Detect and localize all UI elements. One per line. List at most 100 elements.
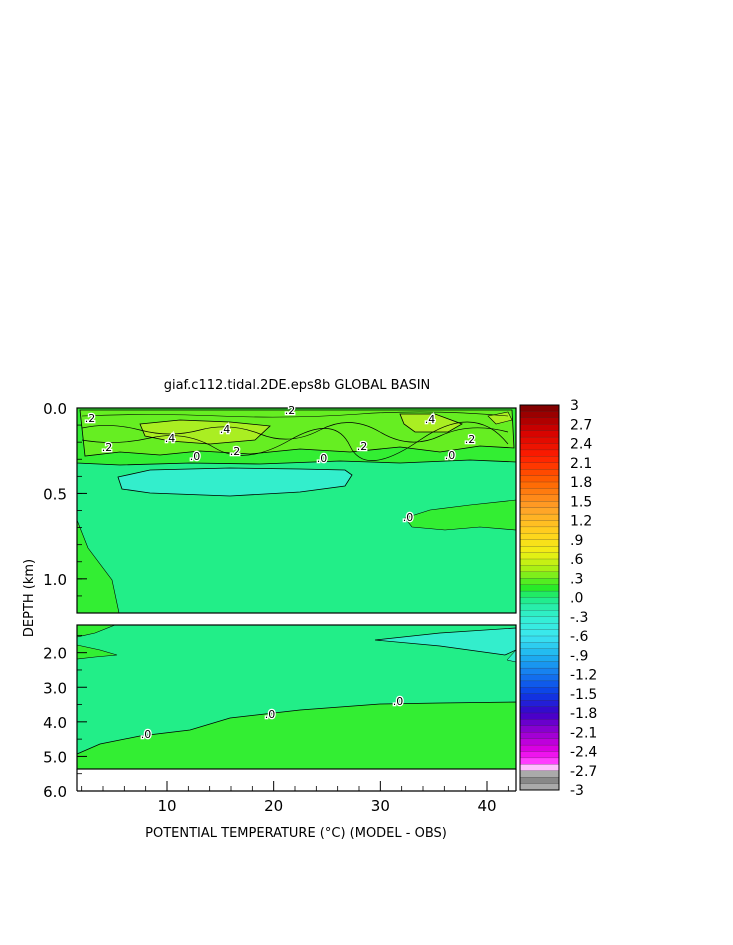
colorbar-swatch bbox=[519, 424, 560, 432]
colorbar-tick-label: .0 bbox=[570, 591, 583, 607]
colorbar-swatch bbox=[519, 693, 560, 701]
surface-patch-4a bbox=[139, 419, 271, 445]
contour-label: .2 bbox=[85, 412, 96, 425]
colorbar: 3 2.7 2.4 2.1 1.8 1.5 1.2 .9 .6 .3 .0 -.3 -.6 -.9 -1.2… bbox=[519, 398, 597, 799]
x-tick-label: 40 bbox=[477, 797, 496, 815]
colorbar-swatch bbox=[519, 700, 560, 708]
negative-lens bbox=[117, 467, 353, 497]
colorbar-swatch bbox=[519, 706, 560, 714]
colorbar-tick-label: 1.8 bbox=[570, 475, 592, 491]
colorbar-swatch bbox=[519, 520, 560, 528]
colorbar-swatch bbox=[519, 732, 560, 740]
colorbar-swatch bbox=[519, 687, 560, 695]
upper-panel bbox=[76, 407, 517, 614]
contour-label: .0 bbox=[317, 452, 328, 465]
colorbar-swatch bbox=[519, 475, 560, 483]
x-tick-label: 10 bbox=[157, 797, 176, 815]
contour-label: .2 bbox=[230, 445, 241, 458]
colorbar-swatch bbox=[519, 546, 560, 554]
y-lower-tick-label: 5.0 bbox=[43, 748, 67, 766]
colorbar-tick-label: -3 bbox=[570, 783, 584, 799]
contour-label: .0 bbox=[403, 511, 414, 524]
colorbar-tick-label: .9 bbox=[570, 533, 583, 549]
colorbar-swatch bbox=[519, 674, 560, 682]
lower-panel-frame bbox=[76, 624, 517, 770]
colorbar-tick-label: -2.7 bbox=[570, 764, 597, 780]
colorbar-swatch bbox=[519, 578, 560, 586]
lower-panel bbox=[76, 624, 517, 770]
contour-label: .0 bbox=[141, 728, 152, 741]
colorbar-swatch bbox=[519, 770, 560, 778]
colorbar-swatch bbox=[519, 783, 560, 791]
colorbar-tick-label: -.9 bbox=[570, 648, 588, 664]
colorbar-swatch bbox=[519, 404, 560, 412]
colorbar-swatch bbox=[519, 539, 560, 547]
y-axis-lower: 2.0 3.0 4.0 5.0 6.0 bbox=[43, 634, 87, 801]
colorbar-tick-label: -.3 bbox=[570, 610, 588, 626]
colorbar-swatch bbox=[519, 648, 560, 656]
x-axis-label: POTENTIAL TEMPERATURE (°C) (MODEL - OBS) bbox=[145, 826, 447, 841]
y-upper-tick-label: 1.0 bbox=[43, 571, 67, 589]
colorbar-swatch bbox=[519, 623, 560, 631]
colorbar-swatch bbox=[519, 584, 560, 592]
contour-line-c bbox=[81, 411, 509, 418]
colorbar-swatch bbox=[519, 533, 560, 541]
y-lower-tick-label: 3.0 bbox=[43, 679, 67, 697]
colorbar-swatch bbox=[519, 610, 560, 618]
colorbar-swatch bbox=[519, 513, 560, 521]
colorbar-swatch bbox=[519, 751, 560, 759]
colorbar-tick-label: -2.4 bbox=[570, 745, 597, 761]
y-axis-label: DEPTH (km) bbox=[22, 559, 37, 637]
colorbar-swatch bbox=[519, 603, 560, 611]
colorbar-swatch bbox=[519, 597, 560, 605]
x-tick-label: 20 bbox=[264, 797, 283, 815]
contour-label: .2 bbox=[357, 440, 368, 453]
colorbar-swatch bbox=[519, 616, 560, 624]
y-lower-tick-label: 6.0 bbox=[43, 783, 67, 801]
colorbar-swatch bbox=[519, 712, 560, 720]
y-axis-upper: 0.0 0.5 1.0 bbox=[43, 400, 87, 597]
colorbar-swatch bbox=[519, 443, 560, 451]
colorbar-tick-label: 2.1 bbox=[570, 456, 592, 472]
colorbar-tick-label: 2.4 bbox=[570, 437, 592, 453]
colorbar-swatch bbox=[519, 764, 560, 772]
colorbar-tick-label: 3 bbox=[570, 398, 579, 414]
colorbar-swatch bbox=[519, 661, 560, 669]
colorbar-swatch bbox=[519, 565, 560, 573]
x-tick-label: 30 bbox=[371, 797, 390, 815]
colorbar-swatch bbox=[519, 757, 560, 765]
colorbar-tick-label: 1.2 bbox=[570, 514, 592, 530]
surface-patch-4b bbox=[399, 413, 463, 433]
colorbar-swatch bbox=[519, 430, 560, 438]
colorbar-swatch bbox=[519, 725, 560, 733]
x-axis: 10 20 30 40 bbox=[81, 781, 509, 815]
colorbar-swatch bbox=[519, 507, 560, 515]
colorbar-swatch bbox=[519, 667, 560, 675]
colorbar-tick-label: -1.2 bbox=[570, 668, 597, 684]
contour-labels: .2 .4 .2 .4 .2 .2 .2 .4 .2 .0 .0 .0 .0 .0 .0 .0 bbox=[84, 403, 477, 743]
colorbar-swatch bbox=[519, 777, 560, 785]
contour-label: .0 bbox=[190, 450, 201, 463]
colorbar-swatch bbox=[519, 481, 560, 489]
colorbar-swatch bbox=[519, 552, 560, 560]
colorbar-swatch bbox=[519, 571, 560, 579]
colorbar-tick-label: 1.5 bbox=[570, 494, 592, 510]
contour-label: .0 bbox=[393, 695, 404, 708]
colorbar-swatch bbox=[519, 456, 560, 464]
colorbar-swatch bbox=[519, 526, 560, 534]
contour-label: .2 bbox=[102, 441, 113, 454]
colorbar-swatch bbox=[519, 719, 560, 727]
y-lower-tick-label: 4.0 bbox=[43, 714, 67, 732]
colorbar-swatch bbox=[519, 436, 560, 444]
colorbar-frame bbox=[519, 404, 560, 791]
colorbar-swatch bbox=[519, 501, 560, 509]
colorbar-swatch bbox=[519, 449, 560, 457]
colorbar-swatch bbox=[519, 642, 560, 650]
colorbar-swatch bbox=[519, 590, 560, 598]
y-upper-tick-label: 0.0 bbox=[43, 400, 67, 418]
colorbar-swatch bbox=[519, 635, 560, 643]
colorbar-tick-label: -1.5 bbox=[570, 687, 597, 703]
colorbar-swatch bbox=[519, 558, 560, 566]
colorbar-swatch bbox=[519, 744, 560, 752]
